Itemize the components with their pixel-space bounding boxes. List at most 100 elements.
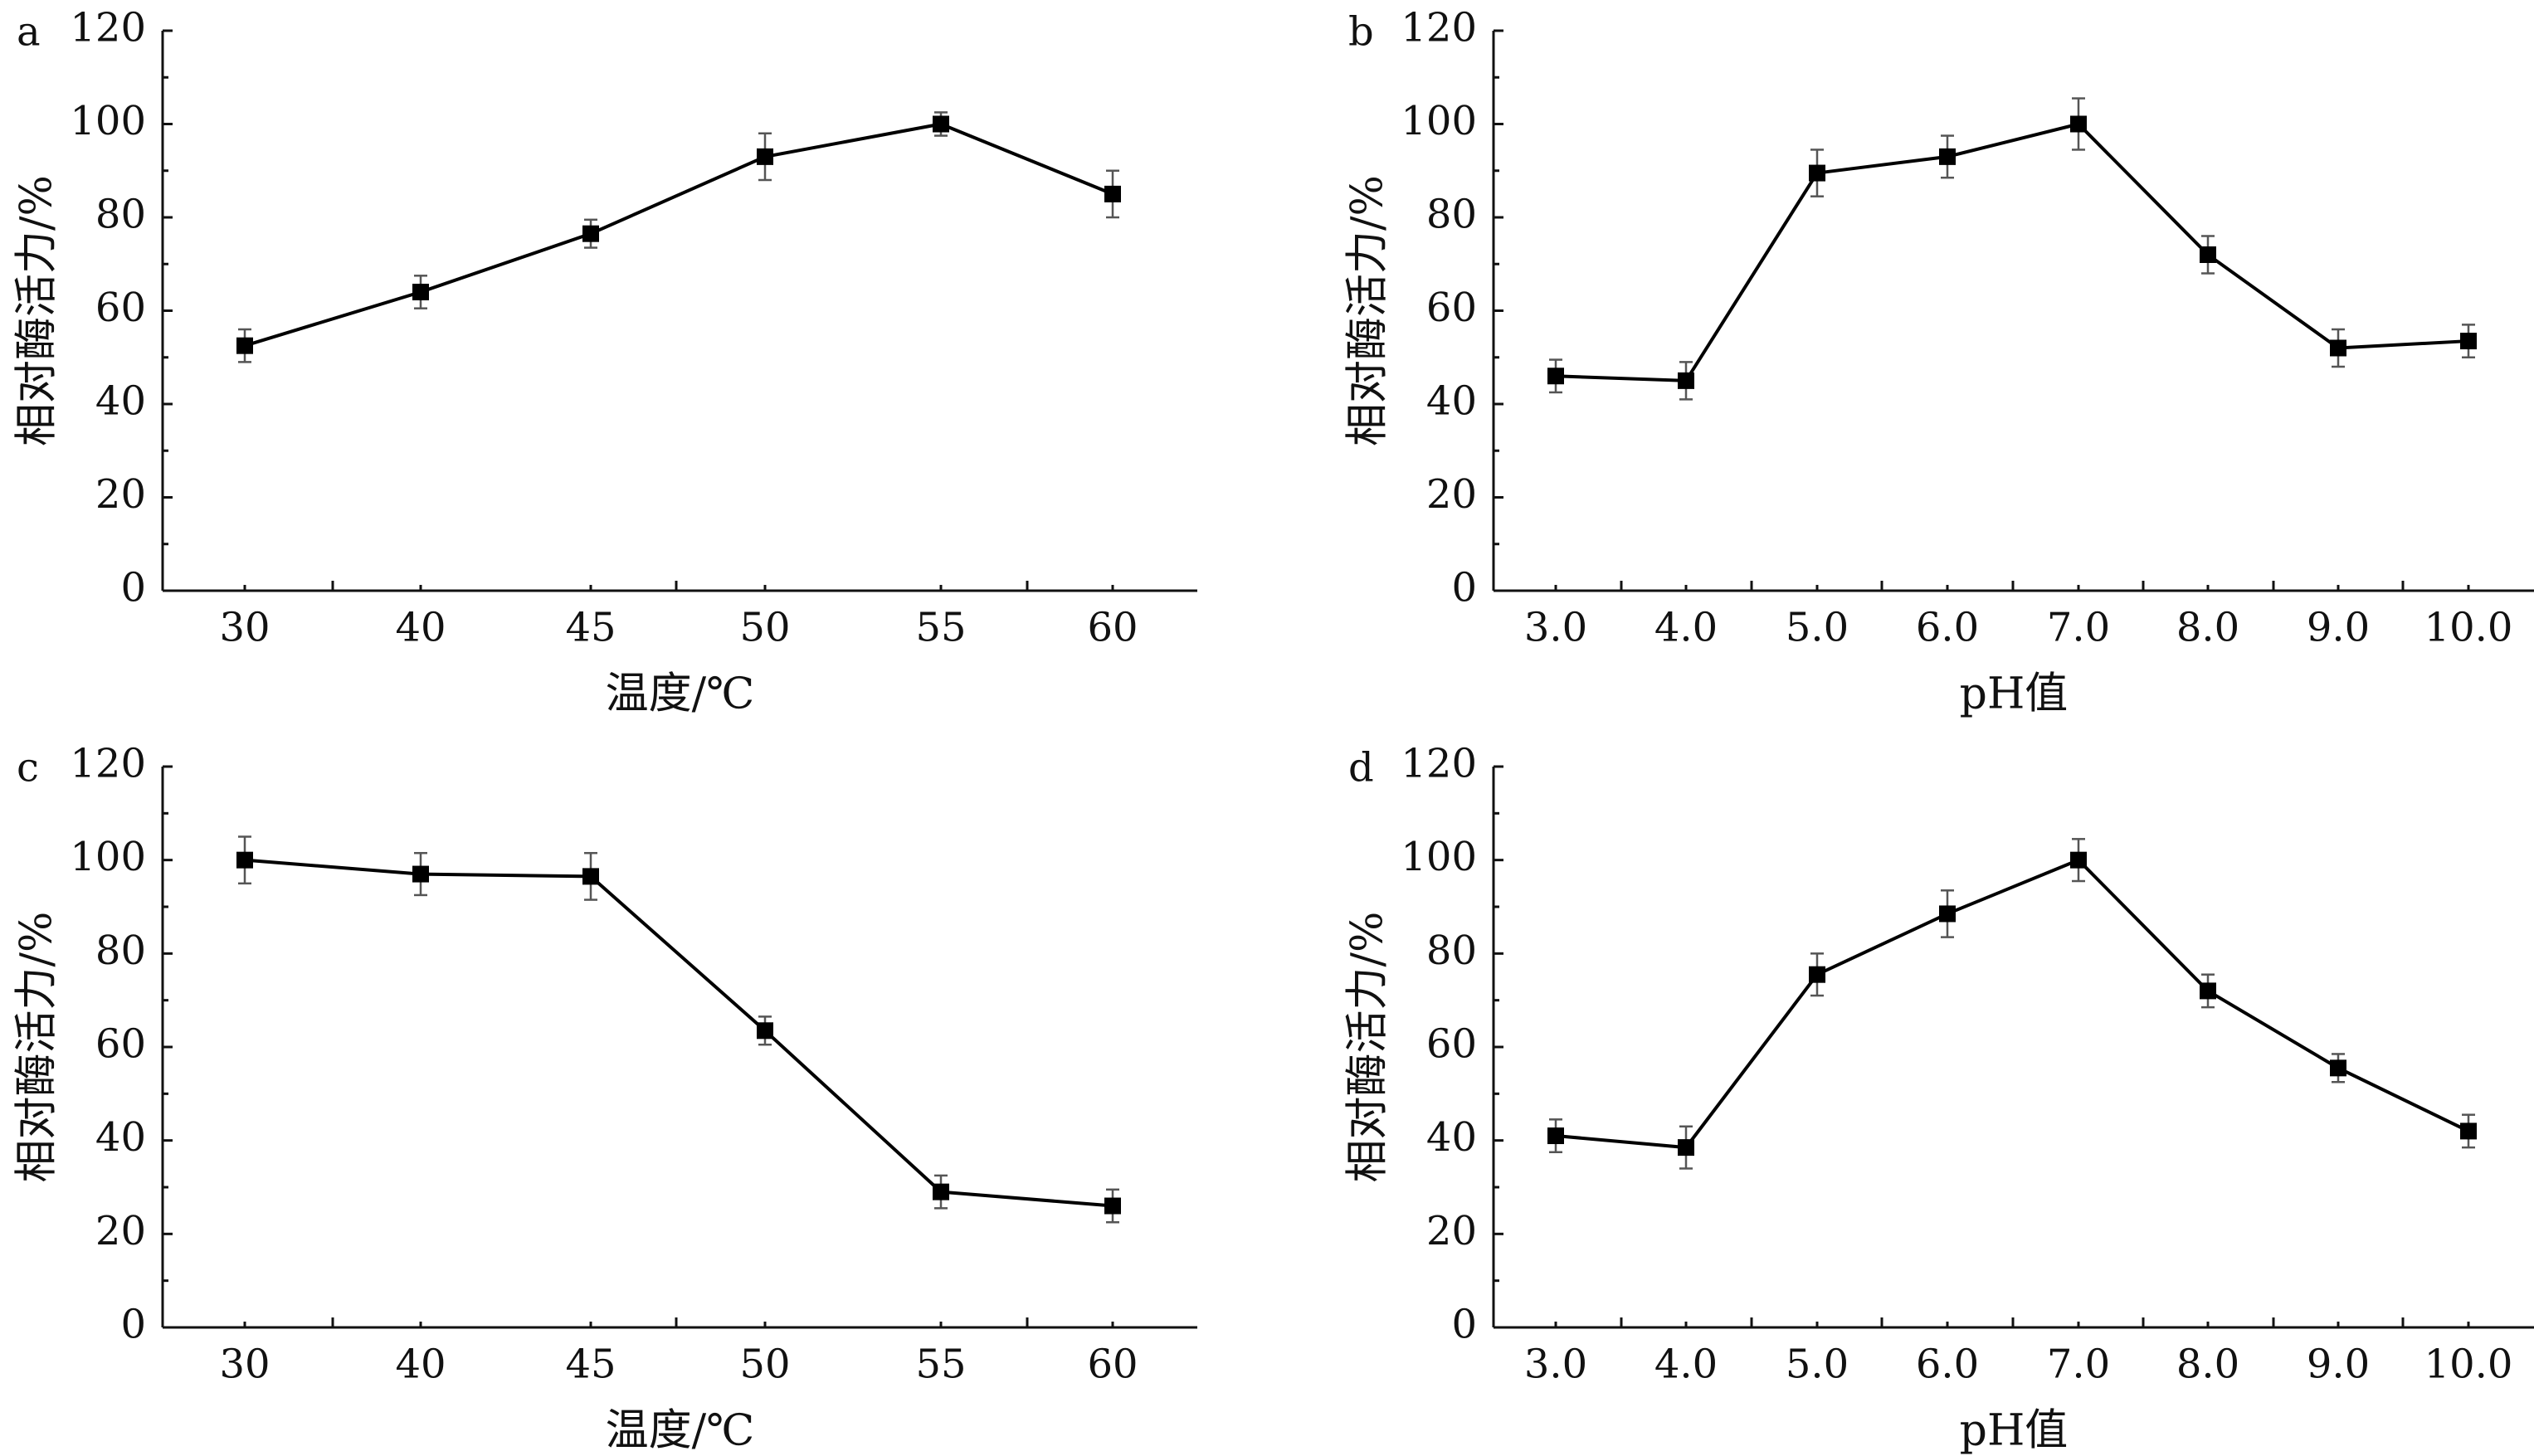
x-tick-label: 3.0 — [1524, 605, 1587, 651]
y-tick-label: 40 — [1426, 1114, 1477, 1161]
data-point-marker — [412, 865, 429, 883]
x-tick-label: 55 — [915, 1342, 966, 1388]
y-tick-label: 80 — [95, 192, 146, 238]
panel-letter: a — [17, 9, 41, 56]
x-tick-label: 55 — [915, 605, 966, 651]
x-tick-label: 7.0 — [2047, 1342, 2110, 1388]
data-point-marker — [2330, 339, 2346, 357]
y-tick-label: 60 — [1426, 1021, 1477, 1068]
data-point-marker — [1104, 185, 1121, 202]
data-point-marker — [236, 851, 253, 869]
y-tick-label: 0 — [1451, 1302, 1477, 1348]
y-tick-label: 40 — [1426, 378, 1477, 425]
x-tick-label: 60 — [1087, 1342, 1138, 1388]
data-point-marker — [412, 284, 429, 300]
data-point-marker — [2460, 1122, 2477, 1140]
x-axis-title: pH值 — [1960, 1406, 2069, 1456]
y-tick-label: 120 — [1401, 5, 1477, 51]
data-point-marker — [933, 1183, 949, 1200]
x-tick-label: 45 — [565, 1342, 616, 1388]
x-tick-label: 9.0 — [2307, 1342, 2370, 1388]
data-point-marker — [933, 115, 949, 133]
data-point-marker — [1678, 372, 1694, 389]
y-tick-label: 60 — [95, 285, 146, 331]
x-axis-title: pH值 — [1960, 670, 2069, 719]
y-tick-label: 120 — [70, 5, 146, 51]
data-point-marker — [1104, 1197, 1121, 1215]
data-point-marker — [236, 337, 253, 354]
y-tick-label: 40 — [95, 378, 146, 425]
x-tick-label: 3.0 — [1524, 1342, 1587, 1388]
y-tick-label: 0 — [1451, 565, 1477, 611]
data-point-marker — [1547, 368, 1564, 385]
y-tick-label: 120 — [70, 741, 146, 787]
y-tick-label: 20 — [95, 1208, 146, 1254]
x-tick-label: 40 — [395, 1342, 446, 1388]
x-axis-title: 温度/℃ — [606, 670, 755, 719]
data-point-marker — [2200, 982, 2216, 1000]
x-tick-label: 10.0 — [2424, 605, 2513, 651]
x-axis-title: 温度/℃ — [606, 1406, 755, 1456]
data-point-marker — [2070, 115, 2087, 133]
x-tick-label: 8.0 — [2176, 1342, 2239, 1388]
x-tick-label: 9.0 — [2307, 605, 2370, 651]
x-tick-label: 60 — [1087, 605, 1138, 651]
series-line — [244, 122, 1113, 348]
x-tick-label: 50 — [739, 605, 790, 651]
data-point-marker — [2070, 851, 2087, 869]
x-tick-label: 5.0 — [1786, 1342, 1849, 1388]
data-point-marker — [1678, 1139, 1694, 1157]
panel-c: c 0 20 40 60 80 100 120 30 40 45 50 55 60 温度/℃ 相对酶活力/% — [12, 741, 1197, 1456]
data-point-marker — [757, 1022, 773, 1040]
y-tick-label: 80 — [1426, 928, 1477, 974]
x-tick-label: 30 — [219, 605, 270, 651]
x-tick-label: 45 — [565, 605, 616, 651]
y-tick-label: 20 — [1426, 471, 1477, 518]
y-tick-label: 0 — [120, 565, 146, 611]
y-tick-label: 60 — [95, 1021, 146, 1068]
data-point-marker — [1547, 1127, 1564, 1145]
series-line — [244, 858, 1113, 1208]
data-point-marker — [2330, 1059, 2346, 1077]
y-tick-label: 120 — [1401, 741, 1477, 787]
panel-b: b 0 20 40 60 80 100 120 3.0 4.0 5.0 6.0 7.0 8.0 9.0 10.… — [1343, 5, 2534, 719]
x-tick-label: 10.0 — [2424, 1342, 2513, 1388]
series-line — [1555, 858, 2469, 1150]
data-point-marker — [2200, 246, 2216, 263]
panel-letter: c — [17, 745, 39, 791]
y-tick-label: 100 — [1401, 98, 1477, 144]
x-tick-label: 5.0 — [1786, 605, 1849, 651]
x-tick-label: 6.0 — [1916, 1342, 1979, 1388]
panel-d: d 0 20 40 60 80 100 120 3.0 4.0 5.0 6.0 7.0 8.0 9.0 10.… — [1343, 741, 2534, 1456]
y-tick-label: 0 — [120, 1302, 146, 1348]
y-axis-title: 相对酶活力/% — [12, 912, 62, 1183]
panel-a: a 0 20 40 60 80 100 120 30 40 45 50 55 60 温度/℃ 相对酶活力/% — [12, 5, 1197, 719]
y-axis-title: 相对酶活力/% — [1343, 912, 1393, 1183]
y-tick-label: 80 — [1426, 192, 1477, 238]
data-point-marker — [1939, 905, 1956, 923]
x-tick-label: 7.0 — [2047, 605, 2110, 651]
y-tick-label: 80 — [95, 928, 146, 974]
y-tick-label: 20 — [95, 471, 146, 518]
x-tick-label: 4.0 — [1654, 605, 1718, 651]
data-point-marker — [1939, 148, 1956, 165]
data-point-marker — [757, 148, 773, 165]
y-axis-title: 相对酶活力/% — [12, 175, 62, 446]
series-line — [1555, 122, 2469, 382]
data-point-marker — [582, 868, 599, 885]
y-tick-label: 100 — [1401, 834, 1477, 880]
y-tick-label: 40 — [95, 1114, 146, 1161]
y-tick-label: 60 — [1426, 285, 1477, 331]
data-point-marker — [582, 225, 599, 242]
y-axis-title: 相对酶活力/% — [1343, 175, 1393, 446]
x-tick-label: 40 — [395, 605, 446, 651]
x-tick-label: 6.0 — [1916, 605, 1979, 651]
panel-letter: b — [1348, 9, 1374, 56]
x-tick-label: 50 — [739, 1342, 790, 1388]
y-tick-label: 20 — [1426, 1208, 1477, 1254]
data-point-marker — [1809, 164, 1825, 182]
data-point-marker — [1809, 966, 1825, 983]
panel-letter: d — [1348, 745, 1374, 791]
x-tick-label: 8.0 — [2176, 605, 2239, 651]
